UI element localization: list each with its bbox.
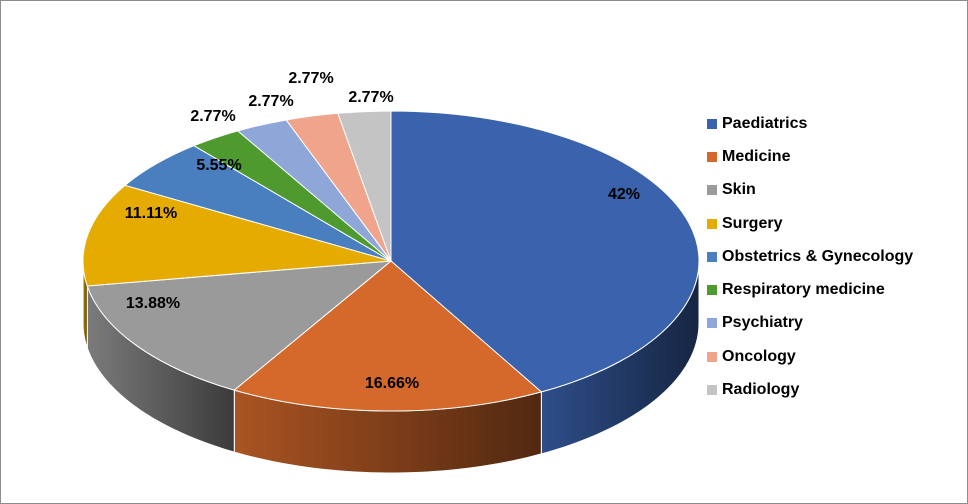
data-label-paediatrics: 42% bbox=[608, 186, 640, 203]
legend-item-obstetrics-gynecology: Obstetrics & Gynecology bbox=[707, 240, 913, 273]
legend-label: Oncology bbox=[722, 347, 796, 365]
legend-swatch bbox=[707, 251, 717, 262]
data-label-surgery: 11.11% bbox=[125, 205, 178, 222]
data-label-skin: 13.88% bbox=[126, 295, 180, 312]
pie-slice-surgery bbox=[82, 184, 392, 287]
legend-label: Obstetrics & Gynecology bbox=[722, 247, 914, 265]
legend-label: Paediatrics bbox=[722, 114, 808, 132]
legend-swatch bbox=[707, 285, 717, 296]
legend-label: Respiratory medicine bbox=[722, 281, 885, 299]
legend-label: Surgery bbox=[722, 214, 783, 232]
legend-swatch bbox=[707, 185, 717, 196]
legend-swatch bbox=[707, 218, 717, 229]
legend-item-oncology: Oncology bbox=[707, 340, 913, 373]
legend: Paediatrics Medicine Skin Surgery Obstetrics… bbox=[707, 107, 913, 407]
legend-item-surgery: Surgery bbox=[707, 207, 913, 240]
data-label-radiology: 2.77% bbox=[348, 89, 393, 106]
data-label-respiratory-medicine: 2.77% bbox=[190, 108, 235, 125]
legend-swatch bbox=[707, 118, 717, 129]
legend-item-skin: Skin bbox=[707, 174, 913, 207]
pie-slice-paediatrics bbox=[390, 110, 700, 393]
legend-swatch bbox=[707, 318, 717, 329]
legend-item-respiratory-medicine: Respiratory medicine bbox=[707, 273, 913, 306]
legend-swatch bbox=[707, 351, 717, 362]
legend-item-psychiatry: Psychiatry bbox=[707, 307, 913, 340]
data-label-psychiatry: 2.77% bbox=[248, 93, 293, 110]
legend-swatch bbox=[707, 385, 717, 396]
legend-label: Psychiatry bbox=[722, 314, 803, 332]
legend-label: Medicine bbox=[722, 147, 791, 165]
legend-label: Skin bbox=[722, 181, 756, 199]
legend-label: Radiology bbox=[722, 381, 800, 399]
pie-slice-skin bbox=[86, 260, 393, 391]
pie-slice-medicine bbox=[233, 260, 543, 412]
legend-item-paediatrics: Paediatrics bbox=[707, 107, 913, 140]
data-label-obstetrics-gynecology: 5.55% bbox=[196, 157, 241, 174]
data-label-oncology: 2.77% bbox=[288, 70, 333, 87]
pie-slice-radiology bbox=[337, 110, 392, 262]
data-label-medicine: 16.66% bbox=[365, 375, 419, 392]
legend-swatch bbox=[707, 151, 717, 162]
legend-item-radiology: Radiology bbox=[707, 373, 913, 406]
legend-item-medicine: Medicine bbox=[707, 140, 913, 173]
